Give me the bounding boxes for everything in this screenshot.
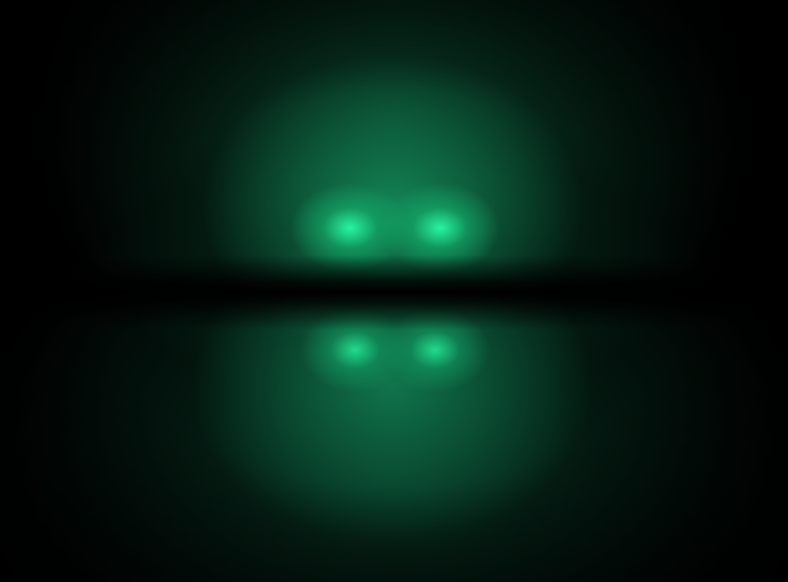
edge-vignette xyxy=(0,0,788,582)
dark-nodal-band xyxy=(0,0,788,582)
bright-hotspots xyxy=(0,0,788,582)
orbital-glow-canvas xyxy=(0,0,788,582)
lower-lobe xyxy=(0,0,788,582)
upper-lobe xyxy=(0,0,788,582)
ambient-haze xyxy=(0,0,788,582)
